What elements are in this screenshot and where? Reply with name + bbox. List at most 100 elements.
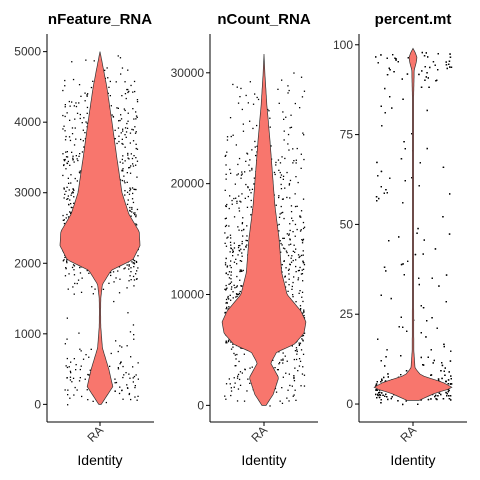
data-point (64, 79, 66, 82)
data-point (380, 381, 382, 383)
data-point (420, 399, 422, 401)
data-point (118, 135, 120, 137)
data-point (420, 305, 422, 307)
data-point (104, 69, 106, 71)
data-point (233, 284, 235, 286)
data-point (241, 240, 243, 243)
data-point (438, 392, 441, 394)
data-point (63, 259, 65, 261)
data-point (119, 345, 121, 347)
data-point (74, 177, 76, 180)
data-point (76, 112, 79, 114)
data-point (232, 297, 234, 299)
data-point (377, 393, 379, 396)
data-point (450, 399, 452, 401)
data-point (65, 365, 67, 367)
data-point (133, 118, 135, 120)
data-point (228, 271, 231, 273)
y-tick-label: 0 (197, 398, 204, 412)
data-point (229, 195, 231, 197)
data-point (302, 221, 305, 224)
data-point (66, 162, 69, 165)
data-point (432, 61, 435, 63)
data-point (302, 312, 304, 314)
data-point (92, 400, 94, 402)
data-point (295, 399, 297, 401)
data-point (289, 239, 291, 241)
data-point (129, 188, 132, 190)
data-point (229, 383, 231, 385)
data-point (435, 394, 437, 397)
data-point (292, 231, 294, 233)
data-point (73, 144, 76, 146)
data-point (419, 162, 421, 164)
data-point (299, 255, 301, 258)
data-point (254, 146, 256, 148)
data-point (296, 350, 298, 353)
data-point (62, 214, 64, 217)
data-point (241, 223, 243, 225)
data-point (428, 86, 430, 88)
data-point (86, 122, 88, 124)
data-point (136, 270, 138, 272)
data-point (386, 74, 389, 76)
data-point (229, 168, 231, 171)
data-point (293, 72, 295, 74)
data-point (269, 117, 271, 119)
data-point (241, 372, 243, 374)
data-point (70, 211, 72, 214)
data-point (119, 57, 122, 59)
data-point (444, 374, 446, 376)
data-point (275, 391, 278, 393)
data-point (227, 273, 229, 276)
data-point (296, 147, 298, 150)
data-point (126, 181, 128, 183)
data-point (400, 263, 403, 266)
data-point (226, 203, 228, 206)
data-point (445, 274, 448, 276)
data-point (298, 269, 300, 272)
data-point (292, 162, 294, 164)
data-point (66, 259, 68, 261)
data-point (238, 293, 240, 296)
data-point (292, 148, 294, 150)
data-point (232, 346, 234, 348)
data-point (295, 176, 297, 178)
data-point (65, 267, 67, 269)
data-point (278, 363, 280, 365)
data-point (73, 196, 75, 198)
data-point (237, 293, 239, 295)
data-point (278, 230, 280, 232)
data-point (380, 186, 382, 188)
data-point (133, 188, 135, 190)
data-point (86, 389, 88, 391)
data-point (131, 211, 133, 213)
data-point (82, 358, 85, 360)
data-point (107, 77, 109, 79)
data-point (68, 100, 70, 103)
data-point (80, 95, 82, 97)
data-point (395, 58, 397, 60)
data-point (302, 240, 304, 242)
data-point (436, 398, 438, 401)
data-point (69, 211, 71, 213)
data-point (377, 338, 379, 340)
data-point (225, 308, 227, 310)
data-point (285, 250, 288, 252)
data-point (63, 160, 66, 162)
data-point (124, 109, 126, 112)
data-point (66, 156, 69, 158)
data-point (136, 224, 138, 226)
data-point (434, 395, 436, 398)
data-point (249, 170, 251, 172)
x-tick-label: RA (397, 423, 419, 445)
data-point (230, 278, 232, 280)
data-point (228, 378, 230, 380)
data-point (417, 227, 419, 230)
data-point (402, 263, 404, 265)
data-point (300, 216, 302, 218)
data-point (78, 332, 80, 334)
data-point (447, 388, 449, 391)
data-point (124, 146, 126, 148)
data-point (299, 305, 302, 307)
